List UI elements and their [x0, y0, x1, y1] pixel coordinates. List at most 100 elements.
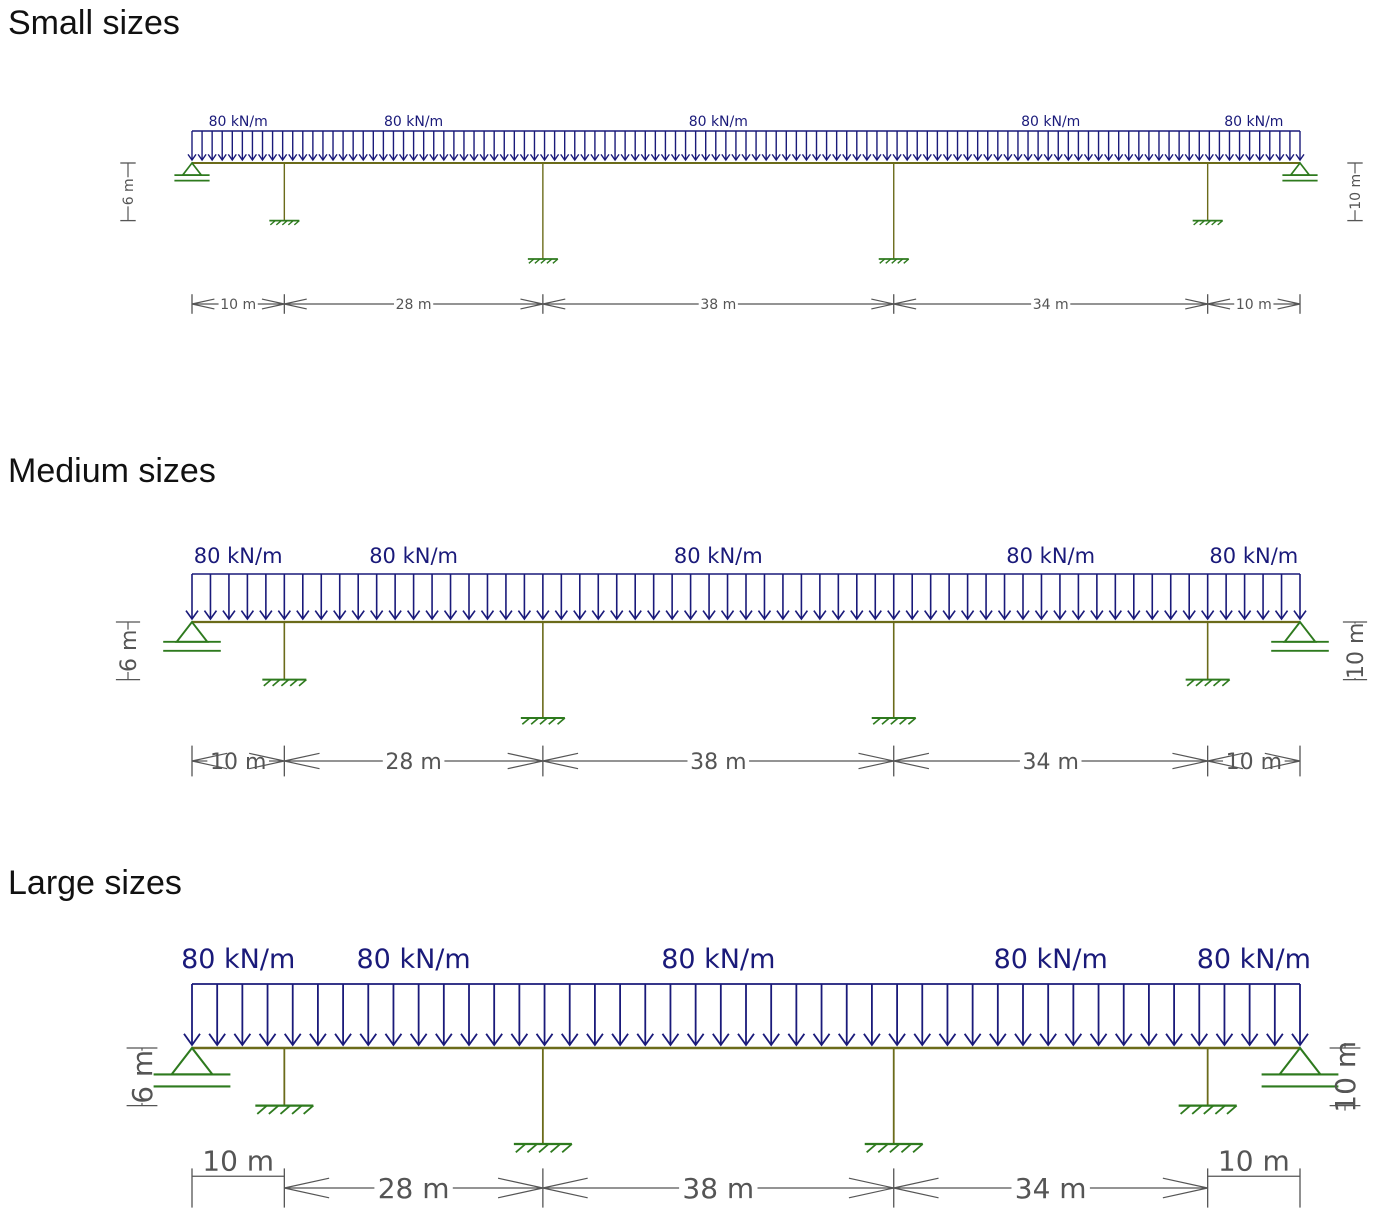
arrowhead-icon — [973, 153, 983, 162]
hatch-mark — [280, 678, 290, 687]
arrowhead-icon — [762, 1033, 780, 1047]
arrowhead-icon — [850, 610, 864, 621]
arrowhead-icon — [197, 153, 207, 162]
hatch-mark — [256, 1104, 268, 1115]
load-label: 80 kN/m — [689, 114, 748, 130]
arrowhead-icon — [628, 610, 642, 621]
hatch-mark — [269, 220, 276, 226]
fixed-support-icon — [1178, 1104, 1238, 1115]
hatch-mark — [866, 1143, 877, 1153]
arrowhead-icon — [665, 610, 679, 621]
span-dimension-label: 38 m — [690, 750, 746, 775]
arrowhead-icon — [822, 153, 832, 162]
hatch-mark — [281, 220, 288, 226]
arrowhead-icon — [1285, 153, 1295, 162]
hatch-mark — [515, 1143, 527, 1153]
arrowhead-icon — [997, 610, 1012, 621]
arrowhead-icon — [580, 153, 590, 162]
arrowhead-icon — [1154, 153, 1164, 162]
arrowhead-icon — [1275, 153, 1285, 162]
arrowhead-icon — [960, 610, 975, 621]
arrowhead-icon — [1114, 153, 1124, 162]
span-dimensions: 10 m 28 m 38 m 34 m 10 m — [191, 294, 1301, 314]
arrowhead-icon — [757, 610, 772, 621]
arrowhead-icon — [872, 153, 882, 162]
arrowhead-icon — [318, 153, 328, 162]
height-dimension-label: 6 m — [121, 178, 137, 205]
arrowhead-icon — [409, 153, 419, 162]
arrowhead-icon — [535, 1033, 554, 1047]
arrowhead-icon — [203, 610, 218, 621]
height-dimension-label: 10 m — [1348, 174, 1364, 210]
arrowhead-icon — [1165, 1033, 1183, 1047]
arrowhead-icon — [702, 610, 716, 621]
arrowhead-icon — [370, 610, 384, 621]
dimension-arrow-icon — [542, 298, 566, 310]
arrowhead-icon — [208, 1033, 226, 1047]
hatch-mark — [899, 717, 908, 725]
arrowhead-icon — [680, 153, 691, 162]
arrowhead-icon — [560, 153, 570, 162]
arrowhead-icon — [348, 153, 358, 162]
hatch-mark — [291, 1104, 303, 1115]
dimension-arrow-icon — [893, 1177, 939, 1199]
arrowhead-icon — [610, 153, 620, 162]
arrowhead-icon — [1184, 153, 1194, 162]
support-triangle — [1288, 161, 1312, 176]
span-dimension-label: 10 m — [202, 1144, 274, 1177]
arrowhead-icon — [499, 153, 509, 162]
arrowhead-icon — [979, 610, 993, 621]
pinned-roller-support-icon — [174, 161, 210, 182]
dimension-arrow-icon — [1277, 298, 1301, 310]
arrowhead-icon — [1274, 610, 1289, 621]
arrowhead-icon — [1234, 153, 1245, 162]
arrowhead-icon — [801, 153, 812, 162]
fixed-support-icon — [527, 258, 559, 264]
arrowhead-icon — [338, 153, 348, 162]
hatch-mark — [1221, 678, 1231, 687]
height-dimension-label: 6 m — [117, 630, 142, 672]
arrowhead-icon — [227, 153, 237, 162]
arrowhead-icon — [811, 153, 822, 162]
arrowhead-icon — [1039, 1033, 1057, 1047]
arrowhead-icon — [187, 153, 197, 162]
arrowhead-icon — [328, 153, 338, 162]
arrowhead-icon — [296, 610, 310, 621]
arrowhead-icon — [1003, 153, 1013, 162]
support-triangle — [169, 1046, 215, 1076]
arrowhead-icon — [509, 153, 519, 162]
arrowhead-icon — [737, 1033, 755, 1047]
arrowhead-icon — [1219, 610, 1233, 621]
panel-title-small: Small sizes — [8, 4, 180, 42]
arrowhead-icon — [283, 1033, 302, 1047]
dimension-arrow-icon — [542, 752, 579, 770]
arrowhead-icon — [1083, 153, 1094, 162]
arrowhead-icon — [942, 610, 956, 621]
dimension-arrow-icon — [1207, 752, 1243, 770]
distributed-load: 80 kN/m 80 kN/m 80 kN/m 80 kN/m 80 kN/m — [187, 114, 1305, 162]
arrowhead-icon — [1182, 610, 1196, 621]
arrowhead-icon — [409, 1033, 428, 1047]
arrowhead-icon — [334, 1033, 352, 1047]
hatch-mark — [912, 1143, 924, 1153]
arrowhead-icon — [308, 153, 318, 162]
hatch-mark — [298, 678, 307, 687]
arrowhead-icon — [183, 1033, 201, 1047]
arrowhead-icon — [1140, 1033, 1158, 1047]
fixed-support-icon — [262, 678, 307, 687]
support-triangle — [180, 161, 204, 176]
arrowhead-icon — [1194, 153, 1204, 162]
dimension-arrow-icon — [284, 298, 307, 310]
arrowhead-icon — [739, 610, 753, 621]
arrowhead-icon — [288, 153, 298, 162]
span-dimension-label: 10 m — [210, 750, 266, 775]
hatch-mark — [526, 1143, 538, 1153]
pinned-roller-support-icon — [1271, 620, 1329, 652]
span-dimension-label: 10 m — [220, 297, 256, 313]
dimension-arrow-icon — [893, 298, 917, 310]
hatch-mark — [1203, 1104, 1215, 1115]
arrowhead-icon — [268, 153, 278, 162]
arrowhead-icon — [460, 1033, 478, 1047]
height-dimensions: 6 m 10 m — [126, 1041, 1362, 1113]
hatch-mark — [879, 258, 886, 264]
